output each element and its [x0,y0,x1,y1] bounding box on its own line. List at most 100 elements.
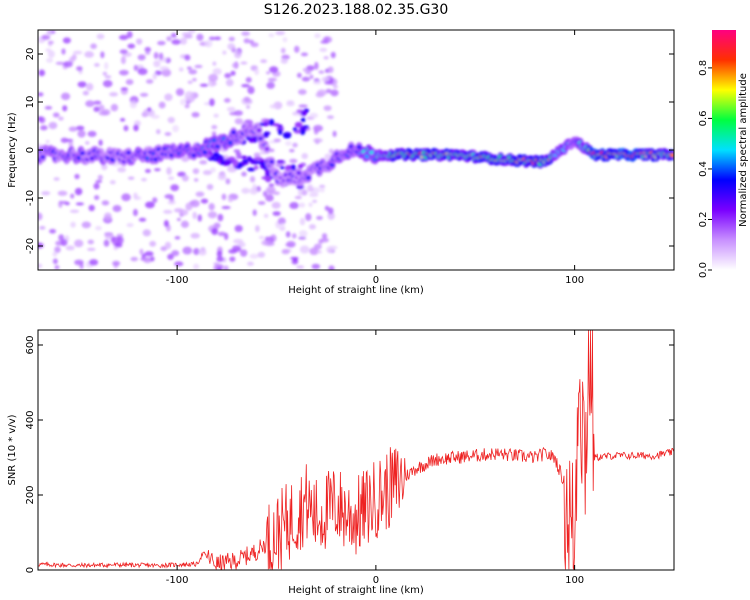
spectrogram-noise-cell [72,50,83,55]
spectrogram-noise-cell [157,40,166,46]
spectrogram-noise-cell [178,67,184,72]
spectrogram-noise-cell [241,31,250,36]
spectrogram-noise-cell [138,217,147,222]
spectrogram-noise-cell [193,263,200,270]
spectrogram-noise-cell [57,190,68,196]
spectrogram-noise-cell [217,231,227,237]
spectrogram-noise-cell [192,211,197,220]
snr-x-tick-label: 100 [565,575,584,586]
spectrogram-noise-cell [325,88,332,94]
spectrogram-noise-cell [98,104,105,111]
spectrogram-noise-cell [44,105,53,110]
spectrogram-y-tick-label: -20 [25,238,36,254]
spectrogram-noise-cell [238,241,246,248]
spectrogram-noise-cell [211,227,219,236]
spectrogram-noise-cell [74,187,83,196]
spectrogram-noise-cell [172,124,179,133]
spectrogram-noise-cell [114,242,123,248]
spectrogram-noise-cell [302,67,308,72]
spectrogram-noise-cell [333,84,338,89]
spectrogram-noise-cell [317,89,327,96]
spectrogram-noise-cell [144,201,155,209]
spectrogram-branch-cell [276,160,285,164]
spectrogram-noise-cell [94,63,100,67]
spectrogram-noise-cell [171,32,177,38]
spectrogram-noise-cell [199,160,208,165]
spectrogram-noise-cell [332,130,337,138]
spectrogram-noise-cell [313,80,322,85]
spectrogram-noise-cell [271,201,281,209]
spectrogram-branch-cell [284,132,292,136]
spectrogram-noise-cell [298,104,308,108]
spectrogram-noise-cell [199,83,209,87]
spectrogram-noise-cell [299,245,310,254]
spectrogram-noise-cell [257,201,266,205]
spectrogram-noise-cell [174,261,184,267]
snr-series-line [38,330,674,570]
spectrogram-noise-cell [164,93,173,101]
spectrogram-noise-cell [55,61,65,65]
spectrogram-noise-cell [313,128,319,135]
spectrogram-noise-cell [249,175,256,183]
spectrogram-noise-cell [227,197,234,203]
spectrogram-noise-cell [176,217,181,222]
spectrogram-noise-cell [161,68,172,77]
spectrogram-noise-cell [330,89,339,97]
spectrogram-noise-cell [144,251,154,257]
spectrogram-noise-cell [70,221,76,228]
spectrogram-noise-cell [62,37,71,44]
spectrogram-noise-cell [230,70,236,76]
spectrogram-noise-cell [327,66,334,74]
spectrogram-noise-cell [217,174,227,181]
spectrogram-x-tick-label: 100 [565,275,584,286]
spectrogram-ridge-core [296,170,302,176]
spectrogram-branch-cell [268,118,275,126]
spectrogram-noise-cell [100,51,105,59]
spectrogram-noise-cell [286,101,295,107]
spectrogram-noise-cell [265,186,276,194]
spectrogram-noise-cell [326,246,334,253]
spectrogram-noise-cell [142,229,151,237]
spectrogram-ridge-core [305,175,311,180]
spectrogram-noise-cell [112,260,121,267]
spectrogram-noise-cell [194,64,203,69]
spectrogram-noise-cell [305,70,312,75]
spectrogram-noise-cell [74,173,80,180]
snr-plot-area [38,330,674,570]
spectrogram-noise-cell [308,224,316,230]
spectrogram-noise-cell [167,116,175,124]
spectrogram-branch-cell [219,156,224,162]
spectrogram-noise-cell [190,232,200,239]
spectrogram-noise-cell [197,214,203,222]
spectrogram-ridge-core [202,150,208,155]
spectrogram-noise-cell [87,247,96,252]
spectrogram-noise-cell [301,76,311,82]
spectrogram-noise-cell [109,180,116,185]
spectrogram-noise-cell [104,75,112,79]
figure-title: S126.2023.188.02.35.G30 [264,2,449,18]
spectrogram-noise-cell [70,193,75,199]
spectrogram-noise-cell [137,54,146,61]
spectrogram-noise-cell [260,59,268,63]
spectrogram-noise-cell [104,62,109,70]
spectrogram-noise-cell [299,217,306,226]
spectrogram-ridge-core [256,128,262,133]
spectrogram-branch-cell [292,127,298,132]
spectrogram-noise-cell [216,256,224,263]
spectrogram-noise-cell [184,104,190,109]
spectrogram-noise-cell [94,195,100,201]
spectrogram-noise-cell [318,238,324,245]
spectrogram-noise-cell [66,138,74,143]
spectrogram-noise-cell [250,42,259,48]
spectrogram-noise-cell [265,194,274,202]
spectrogram-noise-cell [234,118,244,125]
spectrogram-noise-cell [46,30,52,37]
spectrogram-noise-cell [61,48,66,55]
spectrogram-noise-cell [38,242,44,249]
spectrogram-noise-cell [69,209,80,214]
spectrogram-noise-cell [185,202,193,211]
spectrogram-noise-cell [189,200,196,205]
spectrogram-branch-cell [212,157,220,162]
spectrogram-noise-cell [225,178,231,185]
